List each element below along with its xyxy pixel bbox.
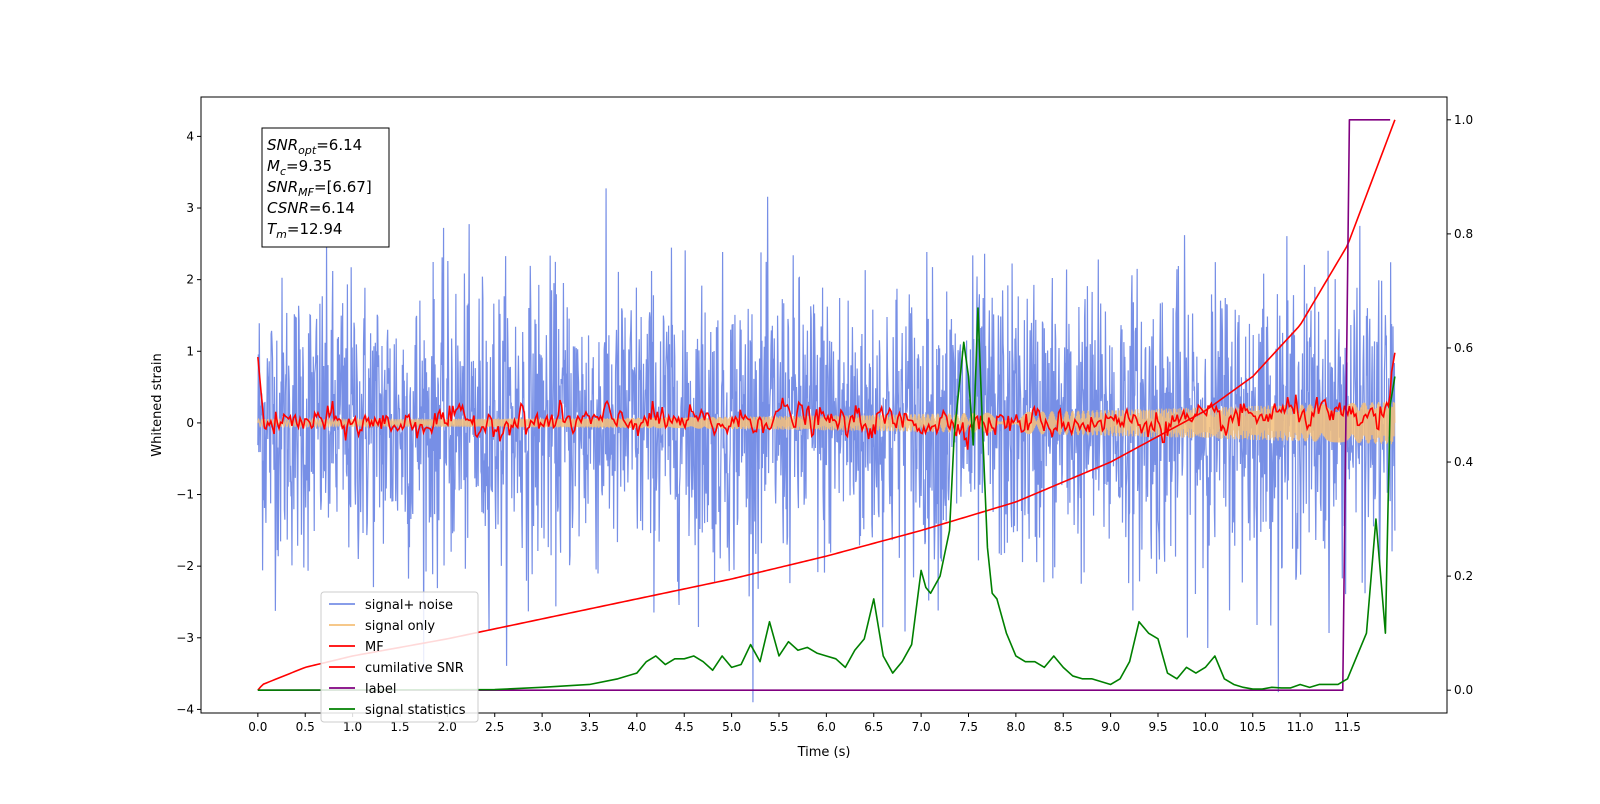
x-tick-label: 5.0	[722, 720, 741, 734]
y-left-tick-label: −3	[176, 631, 194, 645]
x-tick-label: 3.5	[580, 720, 599, 734]
x-tick-label: 1.0	[343, 720, 362, 734]
y-axis-left: 4 3 2 1 0 −1 −2 −3 −4	[176, 129, 201, 716]
y-left-tick-label: −4	[176, 702, 194, 716]
x-axis-label: Time (s)	[797, 745, 851, 760]
x-tick-label: 2.0	[438, 720, 457, 734]
x-tick-label: 8.5	[1054, 720, 1073, 734]
x-tick-label: 6.5	[864, 720, 883, 734]
x-tick-label: 0.0	[248, 720, 267, 734]
y-right-tick-label: 0.8	[1454, 227, 1473, 241]
annotation-line: SNRMF=[6.67]	[267, 178, 372, 199]
legend-label: signal+ noise	[365, 598, 453, 613]
x-tick-label: 3.0	[533, 720, 552, 734]
legend-label: MF	[365, 640, 384, 655]
x-tick-label: 2.5	[485, 720, 504, 734]
x-tick-label: 7.5	[959, 720, 978, 734]
x-tick-label: 7.0	[912, 720, 931, 734]
axes-frame	[200, 96, 1448, 714]
series-label-line	[257, 119, 1391, 691]
legend-label: cumilative SNR	[365, 661, 464, 676]
x-tick-label: 6.0	[817, 720, 836, 734]
annotation-frame	[261, 127, 390, 248]
legend-label: label	[365, 682, 396, 697]
legend: signal+ noise signal only MF cumilative SNR…	[320, 591, 479, 723]
annotation-line: Mc=9.35	[267, 157, 332, 178]
y-left-tick-label: 0	[186, 416, 194, 430]
x-tick-label: 9.5	[1148, 720, 1167, 734]
y-right-tick-label: 0.4	[1454, 455, 1473, 469]
y-right-tick-label: 0.0	[1454, 683, 1473, 697]
y-right-tick-label: 1.0	[1454, 113, 1473, 127]
series-mf-line	[257, 352, 1396, 450]
legend-frame	[320, 591, 479, 723]
y-left-tick-label: −1	[176, 488, 194, 502]
y-left-tick-label: 1	[186, 344, 194, 358]
x-tick-label: 10.0	[1192, 720, 1219, 734]
y-right-tick-label: 0.2	[1454, 569, 1473, 583]
annotation-line: SNRopt=6.14	[267, 136, 362, 157]
x-tick-label: 5.5	[769, 720, 788, 734]
legend-label: signal only	[365, 619, 435, 634]
series-signal-statistics-line	[257, 307, 1396, 691]
annotation-line: Tm=12.94	[267, 220, 342, 241]
annotation-line: CSNR=6.14	[267, 199, 355, 217]
x-tick-label: 9.0	[1101, 720, 1120, 734]
y-left-tick-label: 3	[186, 201, 194, 215]
x-tick-label: 4.0	[627, 720, 646, 734]
x-tick-label: 11.0	[1287, 720, 1314, 734]
legend-label: signal statistics	[365, 703, 466, 718]
y-axis-right: 1.0 0.8 0.6 0.4 0.2 0.0	[1447, 113, 1473, 697]
y-right-tick-label: 0.6	[1454, 341, 1473, 355]
y-left-tick-label: −2	[176, 559, 194, 573]
x-tick-label: 8.0	[1006, 720, 1025, 734]
series-signal-noise-line	[257, 188, 1396, 703]
x-tick-label: 11.5	[1334, 720, 1361, 734]
x-tick-label: 1.5	[390, 720, 409, 734]
x-tick-label: 4.5	[675, 720, 694, 734]
y-left-tick-label: 4	[186, 129, 194, 143]
y-axis-label: Whitened strain	[150, 353, 165, 456]
x-tick-label: 0.5	[296, 720, 315, 734]
x-tick-label: 10.5	[1239, 720, 1266, 734]
y-left-tick-label: 2	[186, 273, 194, 287]
x-axis: 0.0 0.5 1.0 1.5 2.0 2.5 3.0 3.5 4.0 4.5 5.0 5.5 6.0 6…	[248, 713, 1361, 734]
